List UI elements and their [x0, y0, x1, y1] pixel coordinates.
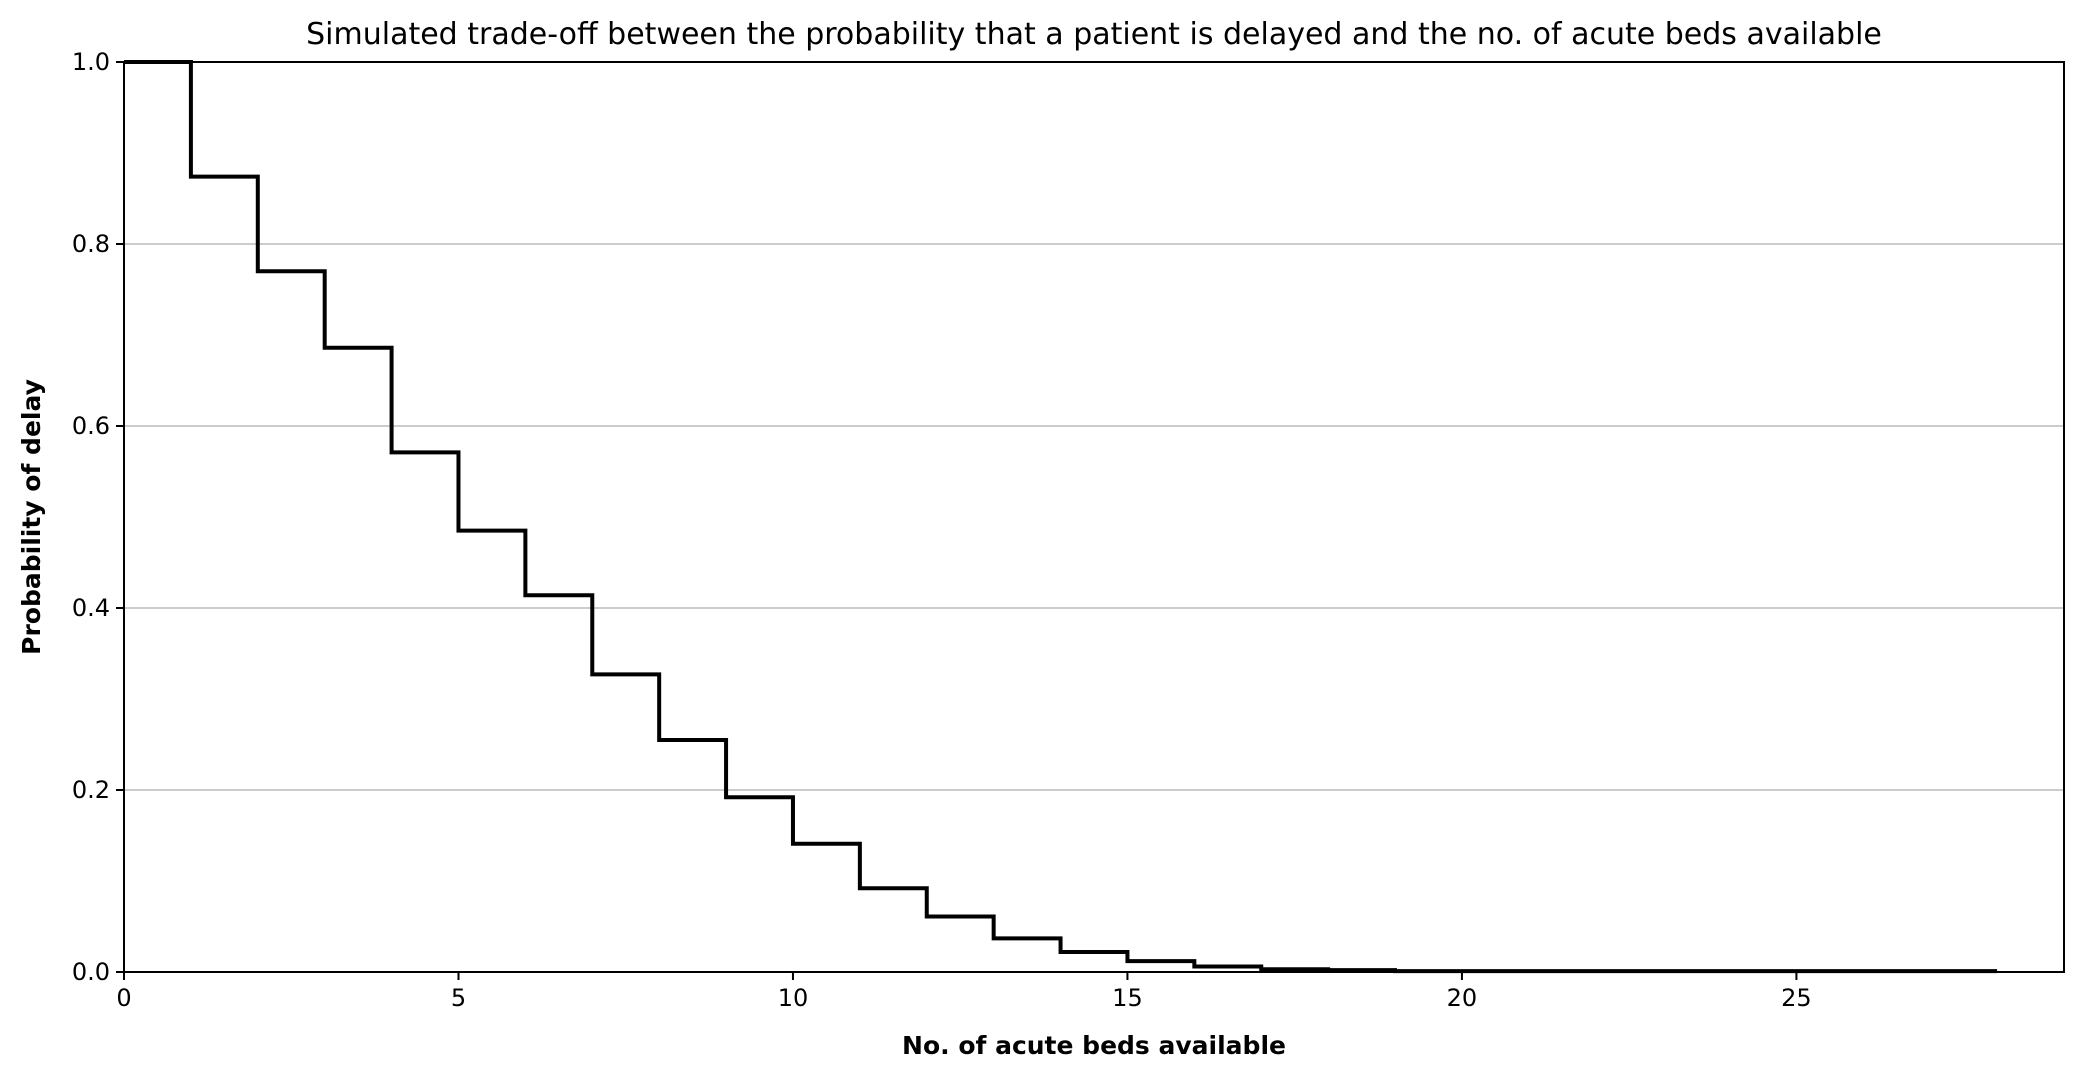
x-tick-label: 10 [778, 984, 809, 1012]
y-tick-label: 0.0 [72, 958, 110, 986]
y-tick-label: 0.6 [72, 412, 110, 440]
y-tick-label: 0.4 [72, 594, 110, 622]
series-step-line [124, 60, 1998, 974]
x-tick-label: 5 [451, 984, 466, 1012]
ticks-layer: 0 5 10 15 20 25 0.0 0.2 0.4 0.6 0.8 1.0 [72, 48, 1812, 1012]
plot-frame [123, 61, 2065, 973]
y-tick-label: 0.2 [72, 776, 110, 804]
x-tick-label: 25 [1781, 984, 1812, 1012]
x-tick-label: 15 [1112, 984, 1143, 1012]
y-tick-label: 0.8 [72, 230, 110, 258]
x-axis-label: No. of acute beds available [902, 1031, 1286, 1060]
chart-title: Simulated trade-off between the probabil… [306, 17, 1882, 52]
grid-layer [124, 243, 2064, 791]
y-axis-label: Probability of delay [17, 379, 46, 655]
x-tick-label: 20 [1447, 984, 1478, 1012]
series-layer [124, 60, 1998, 974]
x-tick-label: 0 [116, 984, 131, 1012]
y-tick-label: 1.0 [72, 48, 110, 76]
